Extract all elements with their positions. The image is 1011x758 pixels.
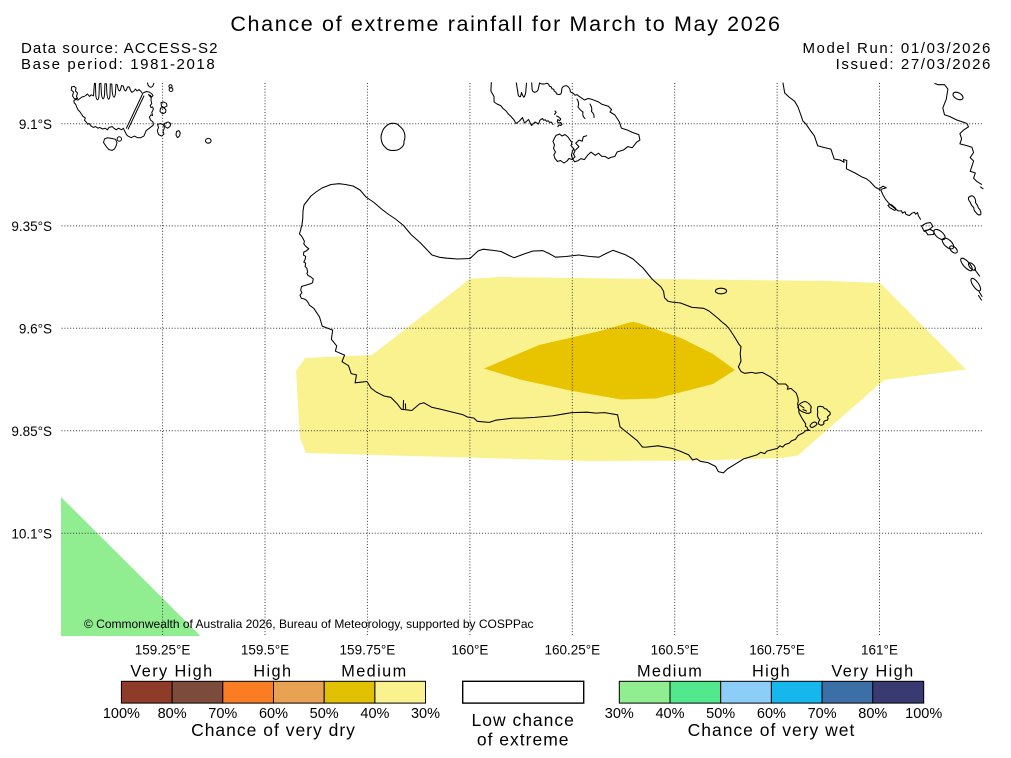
svg-text:Base period: 1981-2018: Base period: 1981-2018 xyxy=(21,56,216,73)
svg-text:100%: 100% xyxy=(103,706,140,722)
svg-text:Chance of extreme rainfall for: Chance of extreme rainfall for March to … xyxy=(230,12,781,36)
svg-text:Data source: ACCESS-S2: Data source: ACCESS-S2 xyxy=(21,40,219,57)
svg-text:160.25°E: 160.25°E xyxy=(544,643,600,658)
svg-text:50%: 50% xyxy=(706,706,735,722)
svg-text:Issued: 27/03/2026: Issued: 27/03/2026 xyxy=(836,56,992,73)
svg-text:70%: 70% xyxy=(808,706,837,722)
svg-text:Low chance: Low chance xyxy=(471,710,574,730)
svg-text:30%: 30% xyxy=(411,706,440,722)
svg-text:9.1°S: 9.1°S xyxy=(19,117,52,132)
svg-text:Very High: Very High xyxy=(831,662,914,680)
svg-text:50%: 50% xyxy=(310,706,339,722)
svg-text:30%: 30% xyxy=(605,706,634,722)
svg-text:Very High: Very High xyxy=(130,662,213,680)
svg-text:80%: 80% xyxy=(158,706,187,722)
svg-text:60%: 60% xyxy=(757,706,786,722)
svg-text:60%: 60% xyxy=(259,706,288,722)
svg-text:of extreme: of extreme xyxy=(477,729,570,749)
svg-text:9.85°S: 9.85°S xyxy=(11,424,52,439)
svg-text:Chance of very dry: Chance of very dry xyxy=(191,720,356,740)
svg-text:© Commonwealth of Australia 20: © Commonwealth of Australia 2026, Bureau… xyxy=(84,617,534,631)
svg-text:159.75°E: 159.75°E xyxy=(340,643,396,658)
svg-text:159.5°E: 159.5°E xyxy=(241,643,289,658)
svg-text:High: High xyxy=(253,662,292,680)
svg-text:9.6°S: 9.6°S xyxy=(19,322,52,337)
svg-text:Model Run: 01/03/2026: Model Run: 01/03/2026 xyxy=(802,40,992,57)
svg-text:Chance of very wet: Chance of very wet xyxy=(688,720,856,740)
svg-text:80%: 80% xyxy=(858,706,887,722)
svg-text:Medium: Medium xyxy=(341,662,407,680)
svg-text:159.25°E: 159.25°E xyxy=(135,643,191,658)
svg-text:160°E: 160°E xyxy=(451,643,488,658)
svg-text:160.5°E: 160.5°E xyxy=(651,643,699,658)
svg-text:Medium: Medium xyxy=(637,662,703,680)
svg-text:High: High xyxy=(752,662,791,680)
svg-text:160.75°E: 160.75°E xyxy=(749,643,805,658)
svg-text:70%: 70% xyxy=(208,706,237,722)
svg-text:9.35°S: 9.35°S xyxy=(11,219,52,234)
svg-text:40%: 40% xyxy=(360,706,389,722)
svg-text:100%: 100% xyxy=(905,706,942,722)
svg-text:161°E: 161°E xyxy=(861,643,898,658)
svg-text:10.1°S: 10.1°S xyxy=(11,527,52,542)
svg-text:40%: 40% xyxy=(655,706,684,722)
